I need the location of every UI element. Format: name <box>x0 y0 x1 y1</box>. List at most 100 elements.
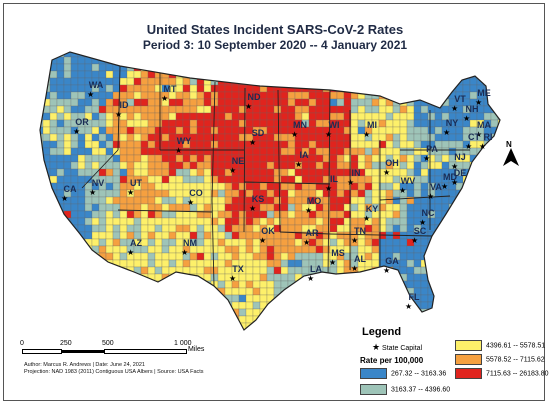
county-cell <box>40 322 44 330</box>
county-cell <box>455 238 464 247</box>
county-cell <box>252 70 261 79</box>
county-cell <box>406 63 415 72</box>
county-cell <box>210 329 219 330</box>
county-cell <box>455 196 464 205</box>
county-cell <box>196 294 205 303</box>
county-cell <box>40 189 44 198</box>
county-cell <box>63 154 72 163</box>
county-cell <box>105 70 114 79</box>
county-cell <box>133 329 142 330</box>
county-cell <box>350 119 359 128</box>
county-cell <box>112 224 121 233</box>
county-cell <box>42 308 51 317</box>
county-cell <box>406 217 415 226</box>
county-cell <box>490 266 499 275</box>
county-cell <box>287 56 296 65</box>
county-cell <box>105 280 114 289</box>
county-cell <box>441 56 450 65</box>
county-cell <box>147 266 156 275</box>
county-cell <box>294 63 303 72</box>
county-cell <box>84 203 93 212</box>
county-cell <box>413 140 422 149</box>
county-cell <box>203 168 212 177</box>
county-cell <box>413 105 422 114</box>
county-cell <box>497 182 500 191</box>
county-cell <box>112 168 121 177</box>
county-cell <box>469 63 478 72</box>
county-cell <box>147 189 156 198</box>
county-cell <box>294 52 303 58</box>
county-cell <box>98 322 107 330</box>
county-cell <box>406 322 415 330</box>
county-cell <box>189 217 198 226</box>
county-cell <box>469 322 478 330</box>
county-cell <box>406 315 415 324</box>
county-cell <box>231 182 240 191</box>
county-cell <box>322 105 331 114</box>
county-cell <box>112 140 121 149</box>
county-cell <box>357 245 366 254</box>
county-cell <box>126 70 135 79</box>
county-cell <box>273 91 282 100</box>
county-cell <box>133 196 142 205</box>
county-cell <box>406 161 415 170</box>
county-cell <box>322 280 331 289</box>
county-cell <box>56 147 65 156</box>
county-cell <box>448 140 457 149</box>
county-cell <box>448 52 457 58</box>
county-cell <box>399 154 408 163</box>
county-cell <box>168 56 177 65</box>
county-cell <box>133 77 142 86</box>
county-cell <box>196 105 205 114</box>
county-cell <box>301 133 310 142</box>
county-cell <box>42 210 51 219</box>
county-cell <box>168 119 177 128</box>
county-cell <box>385 287 394 296</box>
county-cell <box>497 189 500 198</box>
county-cell <box>364 238 373 247</box>
county-cell <box>119 175 128 184</box>
county-cell <box>154 154 163 163</box>
county-cell <box>161 112 170 121</box>
county-cell <box>434 119 443 128</box>
county-cell <box>266 126 275 135</box>
county-cell <box>203 245 212 254</box>
county-cell <box>40 252 44 261</box>
county-cell <box>217 196 226 205</box>
legend-swatch <box>360 384 387 395</box>
county-cell <box>40 231 44 240</box>
county-cell <box>70 63 79 72</box>
county-cell <box>308 56 317 65</box>
county-cell <box>98 168 107 177</box>
county-cell <box>210 294 219 303</box>
state-label-az: AZ <box>130 238 142 248</box>
county-cell <box>462 329 471 330</box>
county-cell <box>350 280 359 289</box>
county-cell <box>252 329 261 330</box>
county-cell <box>448 70 457 79</box>
state-capital-star-icon: ★ <box>161 94 168 103</box>
county-cell <box>252 217 261 226</box>
county-cell <box>42 112 51 121</box>
state-label-mi: MI <box>367 120 377 130</box>
county-cell <box>154 259 163 268</box>
county-cell <box>266 315 275 324</box>
county-cell <box>217 147 226 156</box>
state-capital-star-icon: ★ <box>187 198 194 207</box>
county-cell <box>364 70 373 79</box>
county-cell <box>161 322 170 330</box>
county-cell <box>483 224 492 233</box>
state-label-wv: WV <box>401 176 416 186</box>
county-cell <box>217 105 226 114</box>
county-cell <box>189 259 198 268</box>
county-cell <box>259 70 268 79</box>
county-cell <box>371 147 380 156</box>
county-cell <box>154 196 163 205</box>
county-cell <box>56 301 65 310</box>
county-cell <box>280 154 289 163</box>
county-cell <box>49 266 58 275</box>
county-cell <box>140 196 149 205</box>
county-cell <box>280 266 289 275</box>
county-cell <box>385 273 394 282</box>
state-capital-star-icon: ★ <box>363 214 370 223</box>
